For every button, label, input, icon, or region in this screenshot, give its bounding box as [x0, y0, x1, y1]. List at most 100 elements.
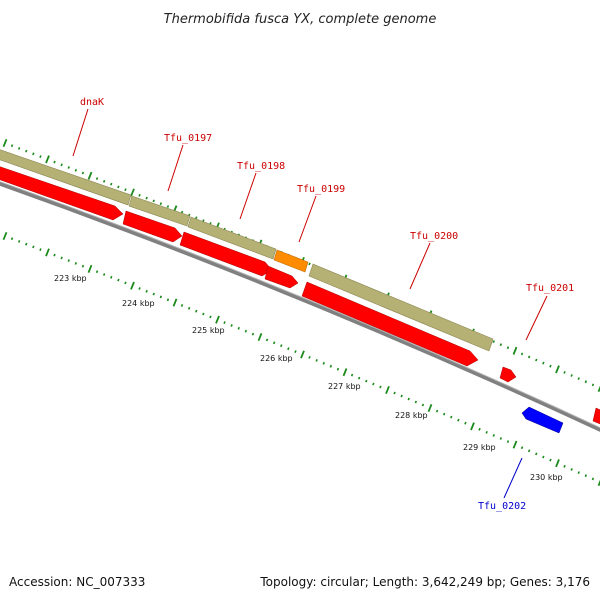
outer-tick [527, 355, 531, 359]
map-title: Thermobifida fusca YX, complete genome [164, 12, 437, 27]
outer-tick [506, 346, 510, 350]
inner-tick [584, 474, 588, 478]
inner-tick [520, 446, 524, 450]
scale-label: 230 kbp [530, 473, 563, 482]
scale-label: 229 kbp [463, 443, 496, 452]
inner-tick [457, 418, 460, 422]
inner-tick [512, 440, 518, 449]
inner-tick [315, 358, 318, 362]
leader-tfu-0197 [167, 144, 184, 192]
leader-tfu-0201 [525, 295, 548, 341]
gene-label-tfu-0202[interactable]: Tfu_0202 [478, 501, 526, 512]
gene-label-tfu-0197[interactable]: Tfu_0197 [164, 133, 212, 144]
inner-tick [39, 248, 42, 252]
inner-tick [400, 394, 403, 398]
inner-tick [379, 385, 382, 389]
inner-tick [342, 368, 348, 377]
inner-tick [499, 437, 503, 440]
outer-tick [25, 149, 28, 153]
gene-arrow-tfu-0200[interactable] [301, 281, 479, 367]
inner-tick [597, 479, 600, 487]
gene-label-tfu-0201[interactable]: Tfu_0201 [526, 283, 574, 294]
inner-tick [450, 415, 453, 419]
inner-tick [195, 309, 198, 313]
outer-tick [60, 163, 63, 167]
inner-tick [336, 367, 340, 371]
gene-arrow-offscreen[interactable] [592, 407, 600, 426]
outer-tick [542, 361, 545, 365]
outer-tick [159, 202, 163, 206]
inner-tick [555, 459, 560, 468]
inner-tick [591, 477, 595, 481]
inner-tick [421, 403, 425, 407]
feature-block-tfu-0198[interactable] [187, 216, 277, 260]
inner-tick [308, 355, 311, 359]
feature-block-dnaK[interactable] [0, 148, 132, 206]
forward-gene-track [0, 165, 600, 426]
outer-tick [81, 171, 85, 175]
inner-tick [570, 468, 573, 471]
inner-tick-ring [2, 231, 600, 487]
inner-tick [74, 261, 78, 265]
inner-tick [2, 231, 8, 241]
inner-tick [280, 344, 283, 348]
inner-tick [257, 332, 263, 342]
outer-tick [45, 155, 50, 164]
outer-tick [166, 205, 170, 208]
inner-tick [414, 400, 418, 404]
gene-arrow-dnaK[interactable] [0, 165, 124, 221]
gene-arrow-tfu-0201[interactable] [499, 366, 517, 383]
leader-dnaK [72, 108, 89, 157]
scale-label: 228 kbp [395, 411, 428, 420]
inner-tick [117, 278, 120, 282]
inner-tick [577, 471, 580, 475]
inner-tick [215, 315, 220, 324]
outer-tick [195, 216, 198, 220]
outer-tick [577, 377, 580, 381]
inner-tick [294, 350, 297, 354]
inner-tick [464, 421, 467, 425]
outer-tick [67, 166, 70, 169]
gene-arrow-tfu-0197[interactable] [122, 210, 183, 243]
leader-tfu-0200 [409, 242, 431, 290]
outer-tick [102, 179, 106, 183]
inner-tick [300, 350, 305, 359]
inner-tick [152, 292, 155, 296]
inner-tick [202, 312, 205, 316]
outer-tick [563, 370, 566, 374]
outer-tick [87, 171, 93, 180]
feature-block-tfu-0200[interactable] [308, 263, 494, 352]
outer-tick [597, 385, 600, 393]
inner-tick [442, 412, 446, 416]
inner-tick [102, 273, 106, 276]
inner-tick [25, 242, 28, 246]
inner-tick [251, 332, 255, 336]
gene-label-tfu-0200[interactable]: Tfu_0200 [410, 231, 458, 242]
feature-block-tfu-0199[interactable] [273, 249, 309, 273]
inner-tick [10, 237, 14, 241]
inner-tick [478, 427, 481, 431]
feature-block-tfu-0197[interactable] [128, 195, 191, 227]
gene-label-tfu-0199[interactable]: Tfu_0199 [297, 184, 345, 195]
gene-arrow-tfu-0202[interactable] [521, 406, 564, 434]
outer-tick [32, 152, 35, 156]
inner-tick [542, 455, 545, 459]
gene-label-dnaK[interactable]: dnaK [80, 97, 104, 108]
inner-tick [145, 289, 148, 293]
scale-labels: 223 kbp 224 kbp 225 kbp 226 kbp 227 kbp … [54, 274, 563, 482]
outer-tick [520, 352, 524, 356]
inner-tick [87, 264, 93, 273]
inner-tick [492, 433, 495, 437]
outer-tick [584, 380, 588, 384]
inner-tick [172, 298, 178, 307]
inner-tick [130, 281, 135, 290]
inner-tick [372, 382, 375, 386]
gene-arrow-tfu-0199[interactable] [264, 265, 299, 289]
inner-tick [223, 321, 226, 325]
forward-feature-track [0, 148, 494, 352]
outer-tick [110, 182, 113, 186]
inner-tick [209, 315, 212, 319]
inner-tick [535, 452, 538, 456]
inner-tick [32, 245, 35, 249]
gene-label-tfu-0198[interactable]: Tfu_0198 [237, 161, 285, 172]
